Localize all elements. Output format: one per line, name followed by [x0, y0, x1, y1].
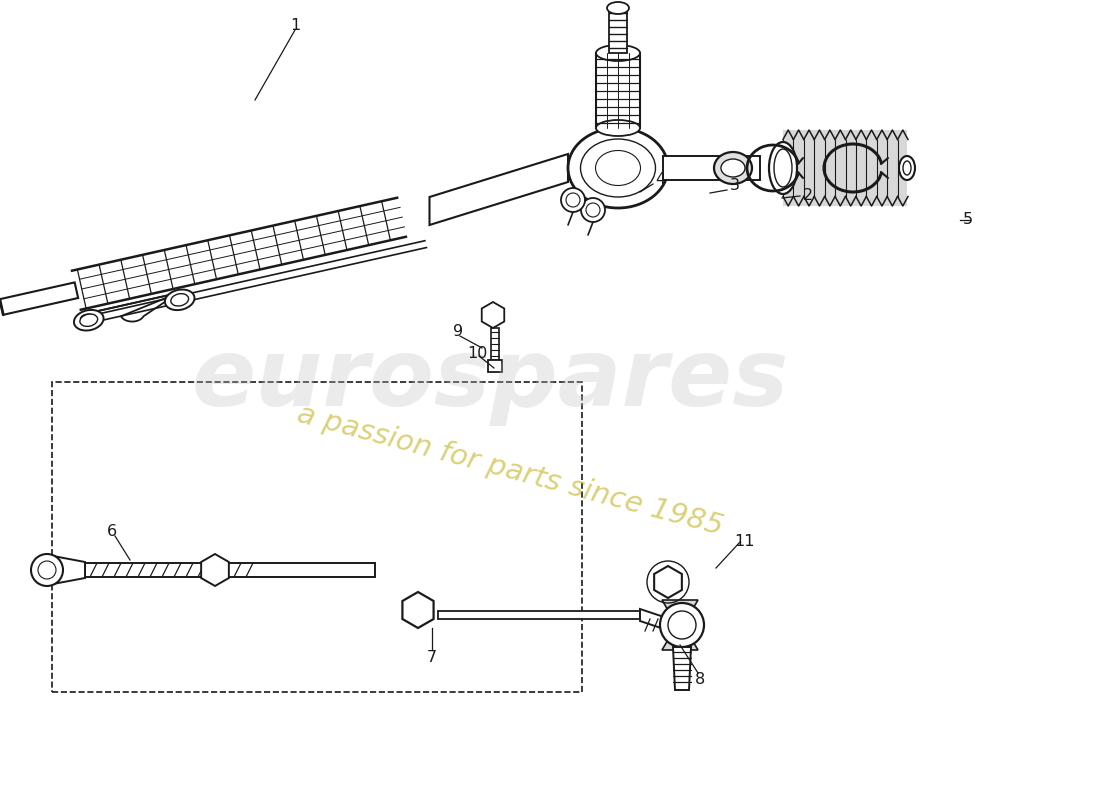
Ellipse shape — [596, 120, 640, 136]
Polygon shape — [663, 156, 760, 180]
Text: 1: 1 — [290, 18, 300, 34]
Text: 4: 4 — [654, 173, 666, 187]
Ellipse shape — [596, 45, 640, 61]
Text: 5: 5 — [962, 213, 974, 227]
Text: 8: 8 — [695, 673, 705, 687]
Ellipse shape — [80, 314, 98, 326]
Polygon shape — [662, 600, 698, 617]
Polygon shape — [783, 130, 907, 206]
Ellipse shape — [714, 152, 752, 184]
Polygon shape — [654, 566, 682, 598]
Ellipse shape — [595, 150, 640, 186]
Text: eurospares: eurospares — [191, 334, 789, 426]
Ellipse shape — [170, 294, 188, 306]
Polygon shape — [0, 282, 78, 315]
Text: 7: 7 — [427, 650, 437, 665]
Polygon shape — [673, 647, 691, 690]
Circle shape — [586, 203, 600, 217]
Ellipse shape — [581, 139, 656, 197]
Circle shape — [561, 188, 585, 212]
Polygon shape — [438, 611, 640, 619]
Polygon shape — [85, 563, 375, 577]
Ellipse shape — [165, 290, 195, 310]
Polygon shape — [482, 302, 504, 328]
Circle shape — [31, 554, 63, 586]
Text: 11: 11 — [735, 534, 756, 550]
Polygon shape — [488, 360, 502, 372]
Text: 10: 10 — [466, 346, 487, 361]
Ellipse shape — [568, 128, 668, 208]
Ellipse shape — [774, 149, 792, 187]
Polygon shape — [429, 154, 568, 225]
Text: 3: 3 — [730, 178, 740, 194]
Polygon shape — [53, 556, 85, 584]
Ellipse shape — [607, 2, 629, 14]
Polygon shape — [48, 142, 623, 322]
Ellipse shape — [769, 142, 798, 194]
Polygon shape — [201, 554, 229, 586]
Circle shape — [566, 193, 580, 207]
Polygon shape — [491, 328, 499, 360]
Polygon shape — [662, 633, 698, 650]
Polygon shape — [668, 605, 692, 645]
Text: 9: 9 — [453, 325, 463, 339]
Circle shape — [660, 603, 704, 647]
Circle shape — [581, 198, 605, 222]
Polygon shape — [609, 8, 627, 53]
Polygon shape — [596, 53, 640, 128]
Circle shape — [39, 561, 56, 579]
Text: a passion for parts since 1985: a passion for parts since 1985 — [294, 399, 726, 541]
Polygon shape — [640, 609, 670, 631]
Text: 2: 2 — [803, 189, 813, 203]
Polygon shape — [397, 172, 499, 242]
Polygon shape — [403, 592, 433, 628]
Text: 6: 6 — [107, 525, 117, 539]
Ellipse shape — [903, 161, 911, 175]
Ellipse shape — [74, 310, 103, 330]
Ellipse shape — [720, 159, 745, 177]
Bar — [52, 382, 582, 692]
Circle shape — [668, 611, 696, 639]
Ellipse shape — [899, 156, 915, 180]
